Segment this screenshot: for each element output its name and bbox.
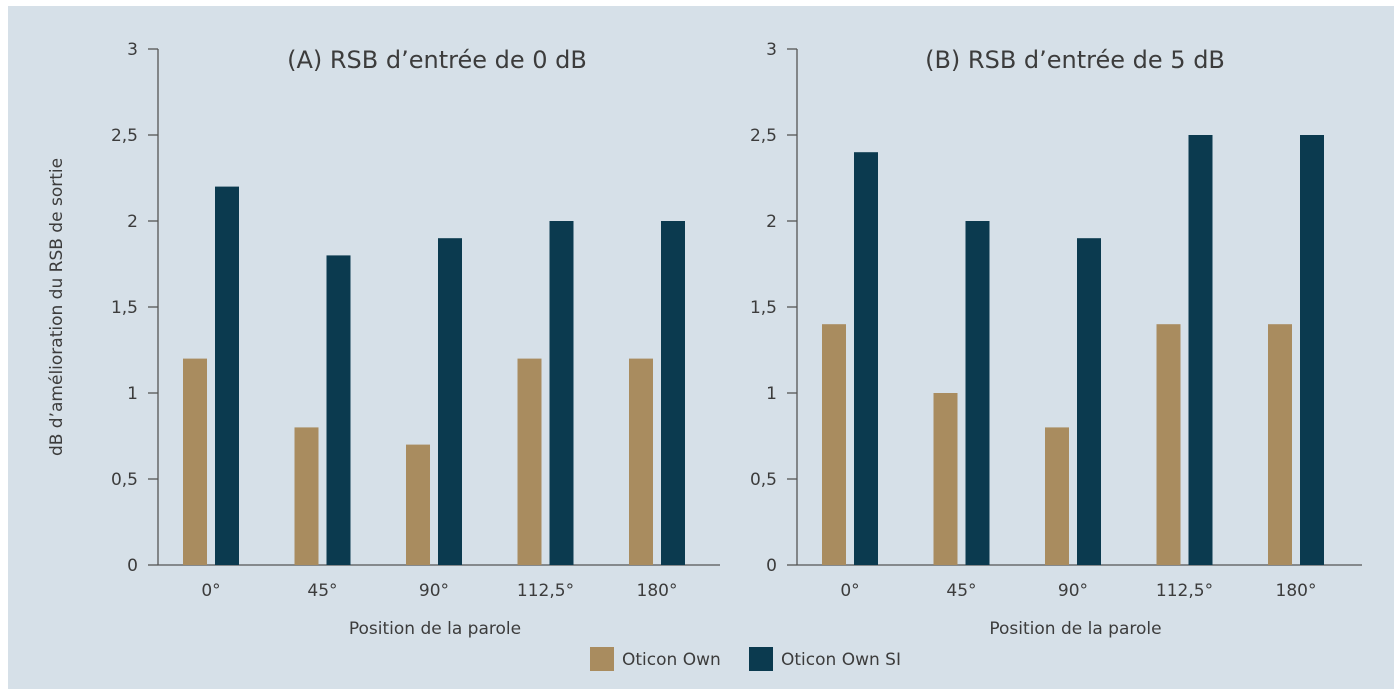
x-tick-label: 0° [201, 581, 220, 601]
y-tick-label: 2,5 [750, 126, 777, 146]
y-tick-label: 0 [766, 556, 777, 576]
x-tick-label: 45° [307, 581, 337, 601]
x-axis-title: Position de la parole [989, 619, 1161, 639]
y-tick-label: 0 [127, 556, 138, 576]
x-tick-label: 180° [637, 581, 678, 601]
bar-oticon-own [294, 427, 319, 565]
y-tick-label: 2 [127, 212, 138, 232]
bar-oticon-own [517, 358, 542, 565]
y-axis-title: dB d’amélioration du RSB de sortie [47, 158, 67, 456]
bar-oticon-own-si [438, 238, 462, 565]
chart-title: (A) RSB d’entrée de 0 dB [287, 46, 587, 74]
y-tick-label: 3 [127, 40, 138, 60]
x-tick-label: 180° [1276, 581, 1317, 601]
chart-b: 0 0,5 1 1,5 2 2,5 3 0° 45° 90° 112,5° 180° (B) RSB d… [750, 40, 1362, 639]
legend-label-oticon-own: Oticon Own [622, 650, 721, 670]
chart-title: (B) RSB d’entrée de 5 dB [925, 46, 1225, 74]
y-tick-label: 0,5 [750, 470, 777, 490]
bar-oticon-own-si [854, 152, 878, 565]
y-tick-label: 0,5 [111, 470, 138, 490]
bar-oticon-own-si [1188, 135, 1213, 565]
legend: Oticon Own Oticon Own SI [590, 647, 901, 671]
bar-oticon-own [1156, 324, 1181, 565]
x-tick-label: 112,5° [1156, 581, 1213, 601]
bar-oticon-own [1268, 324, 1292, 565]
y-tick-label: 1 [766, 384, 777, 404]
bar-oticon-own [183, 358, 207, 565]
bar-oticon-own [406, 444, 430, 565]
x-tick-label: 90° [419, 581, 449, 601]
bar-oticon-own [822, 324, 846, 565]
bar-oticon-own [629, 358, 653, 565]
bar-oticon-own-si [661, 221, 685, 565]
y-tick-label: 2,5 [111, 126, 138, 146]
legend-swatch-oticon-own [590, 647, 614, 671]
y-tick-label: 2 [766, 212, 777, 232]
y-tick-label: 1,5 [111, 298, 138, 318]
bar-oticon-own-si [326, 255, 351, 565]
y-tick-label: 1,5 [750, 298, 777, 318]
x-tick-label: 90° [1058, 581, 1088, 601]
bar-oticon-own-si [549, 221, 574, 565]
legend-label-oticon-own-si: Oticon Own SI [781, 650, 901, 670]
bar-oticon-own-si [1300, 135, 1324, 565]
legend-swatch-oticon-own-si [749, 647, 773, 671]
y-tick-label: 1 [127, 384, 138, 404]
bar-oticon-own [933, 393, 958, 565]
y-tick-label: 3 [766, 40, 777, 60]
x-tick-label: 45° [946, 581, 976, 601]
x-axis-title: Position de la parole [349, 619, 521, 639]
bar-oticon-own-si [1077, 238, 1101, 565]
bar-oticon-own-si [215, 186, 239, 565]
x-tick-label: 112,5° [517, 581, 574, 601]
bar-oticon-own [1045, 427, 1069, 565]
x-tick-label: 0° [840, 581, 859, 601]
bar-oticon-own-si [965, 221, 990, 565]
chart-a: 0 0,5 1 1,5 2 2,5 3 0° 45° 90° 112,5° 180° (A) RSB d… [111, 40, 720, 639]
